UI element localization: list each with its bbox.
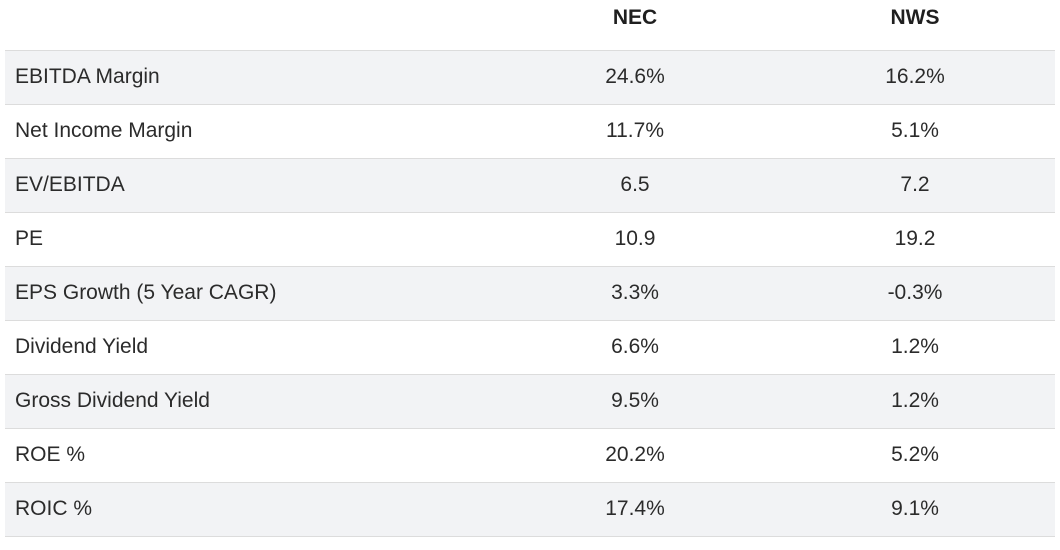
header-nws: NWS — [775, 0, 1055, 51]
nec-value: 24.6% — [495, 50, 775, 105]
metric-label: Gross Dividend Yield — [5, 374, 495, 429]
metric-label: EPS Growth (5 Year CAGR) — [5, 266, 495, 321]
nec-value: 20.2% — [495, 428, 775, 483]
nws-value: 19.2 — [775, 212, 1055, 267]
metric-label: Net Income Margin — [5, 104, 495, 159]
nec-value: 6.5 — [495, 158, 775, 213]
metric-label: EV/EBITDA — [5, 158, 495, 213]
nws-value: 5.1% — [775, 104, 1055, 159]
nec-value: 9.5% — [495, 374, 775, 429]
nec-value: 6.6% — [495, 320, 775, 375]
header-nec: NEC — [495, 0, 775, 51]
table-header-row: NEC NWS — [5, 0, 1055, 51]
table-row: EBITDA Margin 24.6% 16.2% — [5, 50, 1055, 105]
table-row: Dividend Yield 6.6% 1.2% — [5, 320, 1055, 375]
table-row: Gross Dividend Yield 9.5% 1.2% — [5, 374, 1055, 429]
table-row: ROIC % 17.4% 9.1% — [5, 482, 1055, 537]
metric-label: PE — [5, 212, 495, 267]
nws-value: 7.2 — [775, 158, 1055, 213]
nec-value: 3.3% — [495, 266, 775, 321]
metric-label: Dividend Yield — [5, 320, 495, 375]
nws-value: 1.2% — [775, 374, 1055, 429]
table-row: EV/EBITDA 6.5 7.2 — [5, 158, 1055, 213]
table-row: ROE % 20.2% 5.2% — [5, 428, 1055, 483]
nec-value: 11.7% — [495, 104, 775, 159]
table-row: PE 10.9 19.2 — [5, 212, 1055, 267]
metric-label: ROE % — [5, 428, 495, 483]
nws-value: 5.2% — [775, 428, 1055, 483]
table-row: EPS Growth (5 Year CAGR) 3.3% -0.3% — [5, 266, 1055, 321]
table-row: Net Income Margin 11.7% 5.1% — [5, 104, 1055, 159]
nec-value: 10.9 — [495, 212, 775, 267]
nws-value: 9.1% — [775, 482, 1055, 537]
header-metric — [5, 0, 495, 51]
comparison-table: NEC NWS EBITDA Margin 24.6% 16.2% Net In… — [5, 0, 1055, 537]
metric-label: ROIC % — [5, 482, 495, 537]
nws-value: -0.3% — [775, 266, 1055, 321]
metric-label: EBITDA Margin — [5, 50, 495, 105]
nec-value: 17.4% — [495, 482, 775, 537]
nws-value: 16.2% — [775, 50, 1055, 105]
nws-value: 1.2% — [775, 320, 1055, 375]
